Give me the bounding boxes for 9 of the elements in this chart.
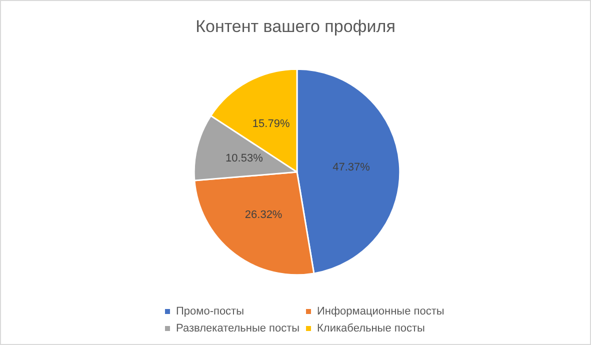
legend-label: Развлекательные посты [176,322,300,334]
data-label: 10.53% [226,152,264,165]
legend-label: Промо-посты [176,306,244,318]
legend-label: Кликабельные посты [317,322,425,334]
data-label: 47.37% [332,162,370,174]
chart-title: Контент вашего профиля [196,17,396,36]
legend-label: Информационные посты [317,306,444,318]
data-label: 26.32% [244,208,282,221]
data-label: 15.79% [252,118,290,130]
